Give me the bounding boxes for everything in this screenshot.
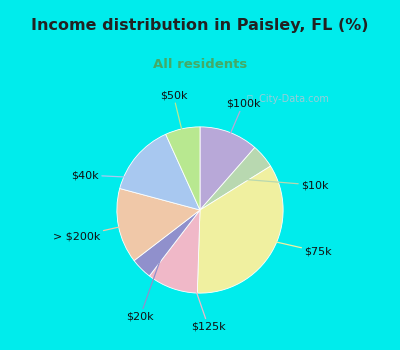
Wedge shape [120,134,200,210]
Wedge shape [149,210,200,293]
Wedge shape [200,147,270,210]
Wedge shape [166,127,200,210]
Text: $40k: $40k [72,170,159,180]
Text: $10k: $10k [241,179,328,190]
Text: Income distribution in Paisley, FL (%): Income distribution in Paisley, FL (%) [31,18,369,33]
Wedge shape [134,210,200,276]
Text: > $200k: > $200k [53,220,149,241]
Text: $50k: $50k [160,90,189,159]
Text: $20k: $20k [126,248,164,321]
Wedge shape [200,127,255,210]
Text: $125k: $125k [185,259,226,331]
Wedge shape [197,166,283,293]
Text: $75k: $75k [246,235,332,257]
Text: All residents: All residents [153,58,247,71]
Text: $100k: $100k [219,99,260,161]
Wedge shape [117,189,200,261]
Text: ⓘ  City-Data.com: ⓘ City-Data.com [247,94,329,104]
